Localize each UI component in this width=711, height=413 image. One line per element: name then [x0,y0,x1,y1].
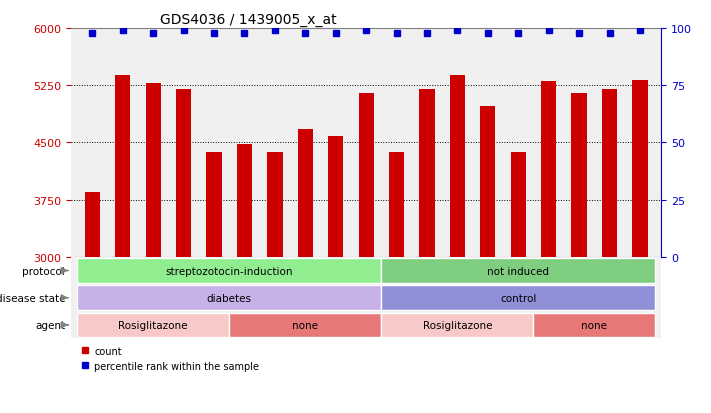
Bar [450,76,465,413]
Bar [206,152,222,413]
Bar [146,84,161,413]
Text: Rosiglitazone: Rosiglitazone [422,320,492,330]
Bar [115,76,130,413]
Text: disease state: disease state [0,293,65,303]
Text: protocol: protocol [23,266,65,276]
Bar [602,90,617,413]
Bar [632,81,648,413]
Bar [480,107,496,413]
Bar [328,137,343,413]
FancyBboxPatch shape [77,313,229,337]
FancyBboxPatch shape [381,313,533,337]
Text: none: none [292,320,319,330]
FancyBboxPatch shape [533,313,655,337]
Text: streptozotocin-induction: streptozotocin-induction [166,266,293,276]
Bar [541,82,556,413]
Text: Rosiglitazone: Rosiglitazone [119,320,188,330]
Bar [298,129,313,413]
Bar [237,145,252,413]
Bar [510,152,526,413]
FancyBboxPatch shape [229,313,381,337]
Text: agent: agent [35,320,65,330]
FancyBboxPatch shape [77,259,381,283]
FancyBboxPatch shape [381,259,655,283]
Bar [389,152,404,413]
FancyBboxPatch shape [77,286,381,310]
Text: control: control [500,293,536,303]
Bar [419,90,434,413]
Text: not induced: not induced [487,266,550,276]
Bar [176,90,191,413]
Bar [85,192,100,413]
FancyBboxPatch shape [381,286,655,310]
Text: GDS4036 / 1439005_x_at: GDS4036 / 1439005_x_at [160,12,336,26]
Text: none: none [582,320,607,330]
Bar [572,94,587,413]
Legend: count, percentile rank within the sample: count, percentile rank within the sample [76,342,263,375]
Text: diabetes: diabetes [207,293,252,303]
Bar [358,94,374,413]
Bar [267,152,282,413]
